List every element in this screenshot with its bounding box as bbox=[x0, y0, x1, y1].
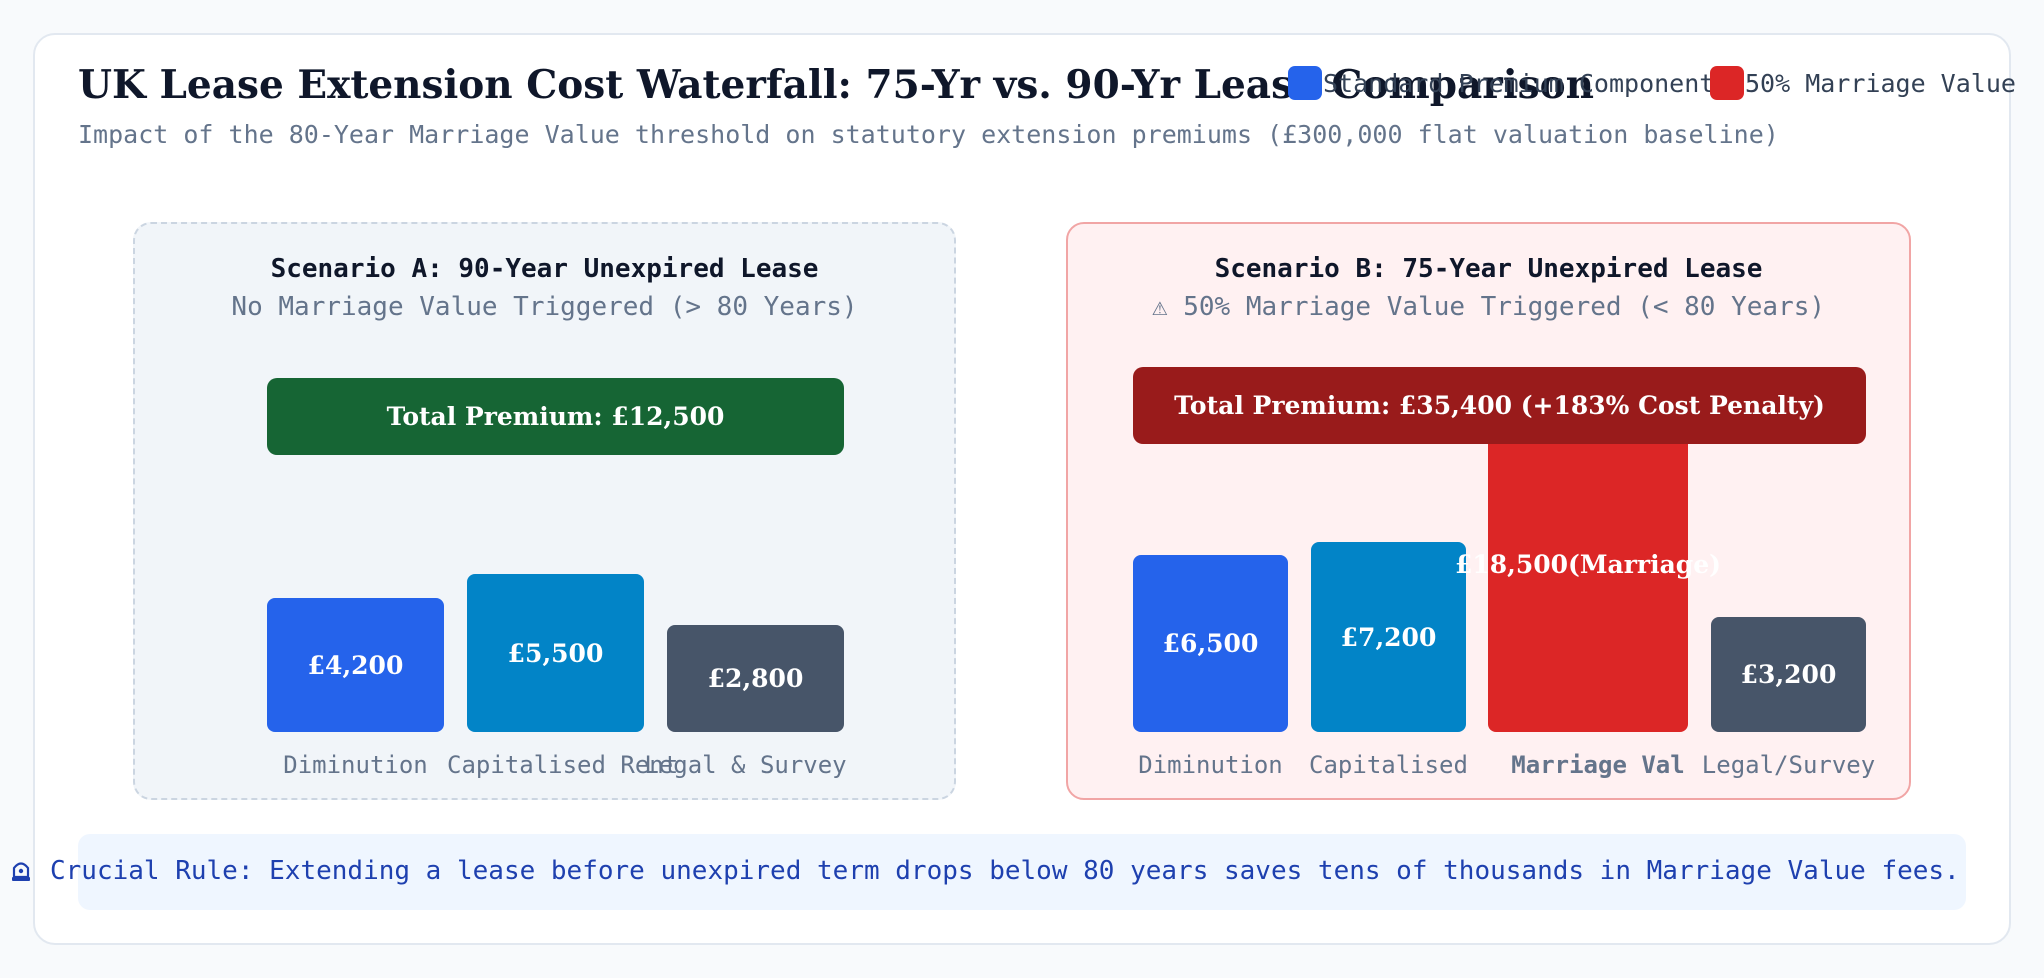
bar-value-label: £2,800 bbox=[707, 664, 804, 693]
category-label: Diminution bbox=[283, 751, 428, 779]
category-label: Diminution bbox=[1138, 751, 1283, 779]
scenario-b-subtitle: ⚠ 50% Marriage Value Triggered (< 80 Yea… bbox=[1068, 292, 1909, 322]
bar-b-3: £3,200 bbox=[1711, 617, 1866, 732]
category-label: Capitalised bbox=[1309, 751, 1468, 779]
legend-item-marriage: 50% Marriage Value bbox=[1710, 66, 2016, 100]
total-premium-b: Total Premium: £35,400 (+183% Cost Penal… bbox=[1133, 367, 1866, 444]
bar-value-label: £18,500(Marriage) bbox=[1454, 550, 1722, 579]
bar-value-label: £7,200 bbox=[1340, 622, 1437, 652]
legend-swatch-marriage bbox=[1710, 66, 1744, 100]
bar-b-1: £7,200 bbox=[1311, 542, 1466, 732]
scenario-a-title: Scenario A: 90-Year Unexpired Lease bbox=[270, 254, 819, 284]
legend-label-standard: Standard Premium Components bbox=[1323, 68, 1730, 98]
category-label: Capitalised Rent bbox=[447, 751, 679, 779]
bar-b-0: £6,500 bbox=[1133, 555, 1288, 732]
bar-value-label: £6,500 bbox=[1162, 629, 1259, 658]
footer-callout bbox=[78, 834, 1966, 910]
bar-b-2: £18,500(Marriage) bbox=[1455, 397, 1721, 732]
total-premium-a: Total Premium: £12,500 bbox=[267, 378, 844, 455]
bar-value-label: £4,200 bbox=[307, 650, 404, 680]
bar-value-label: £3,200 bbox=[1740, 660, 1837, 689]
warning-icon: ⚠ bbox=[1151, 292, 1168, 322]
bar-a-2: £2,800 bbox=[667, 625, 844, 732]
bar-a-1: £5,500 bbox=[467, 574, 644, 732]
scenario-b-title: Scenario B: 75-Year Unexpired Lease bbox=[1214, 254, 1763, 284]
category-label: Legal/Survey bbox=[1701, 751, 1876, 779]
category-label: Legal & Survey bbox=[644, 751, 847, 779]
legend-label-marriage: 50% Marriage Value bbox=[1745, 68, 2016, 98]
chart-subtitle: Impact of the 80-Year Marriage Value thr… bbox=[78, 120, 1779, 149]
category-label: Marriage Val bbox=[1511, 751, 1685, 779]
bar-value-label: £5,500 bbox=[507, 638, 604, 668]
footer-text: Crucial Rule: Extending a lease before u… bbox=[50, 856, 1960, 886]
legend-swatch-standard bbox=[1288, 66, 1322, 100]
legend-item-standard: Standard Premium Components bbox=[1288, 66, 1729, 100]
siren-icon bbox=[12, 862, 30, 881]
bar-a-0: £4,200 bbox=[267, 598, 444, 732]
scenario-b-subtitle-text: 50% Marriage Value Triggered (< 80 Years… bbox=[1183, 292, 1826, 322]
chart-title: UK Lease Extension Cost Waterfall: 75-Yr… bbox=[78, 62, 1594, 108]
scenario-a-subtitle: No Marriage Value Triggered (> 80 Years) bbox=[231, 292, 858, 322]
